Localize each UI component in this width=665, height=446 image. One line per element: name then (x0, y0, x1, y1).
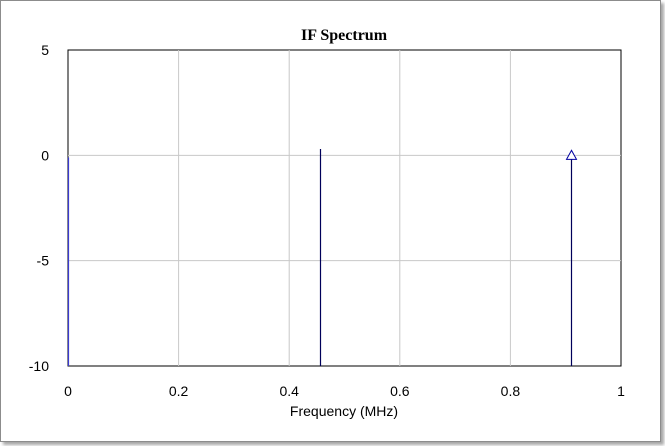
x-tick-label: 0.8 (501, 383, 521, 399)
x-tick-label: 0.6 (390, 383, 410, 399)
triangle-marker (565, 149, 578, 160)
y-tick-label: 5 (41, 42, 49, 58)
y-tick-labels: 5 0 -5 -10 (29, 42, 49, 374)
x-tick-label: 0.2 (169, 383, 189, 399)
x-tick-label: 0 (64, 383, 72, 399)
y-tick-label: 0 (41, 147, 49, 163)
y-tick-label: -10 (29, 358, 49, 374)
x-tick-labels: 0 0.2 0.4 0.6 0.8 1 (64, 383, 625, 399)
x-tick-label: 1 (617, 383, 625, 399)
grid-lines (68, 50, 621, 366)
y-tick-label: -5 (37, 253, 50, 269)
x-tick-label: 0.4 (279, 383, 299, 399)
x-axis-label: Frequency (MHz) (290, 403, 398, 419)
plot-area (67, 49, 622, 367)
spectrum-stems (67, 149, 578, 366)
chart-title: IF Spectrum (301, 27, 388, 44)
